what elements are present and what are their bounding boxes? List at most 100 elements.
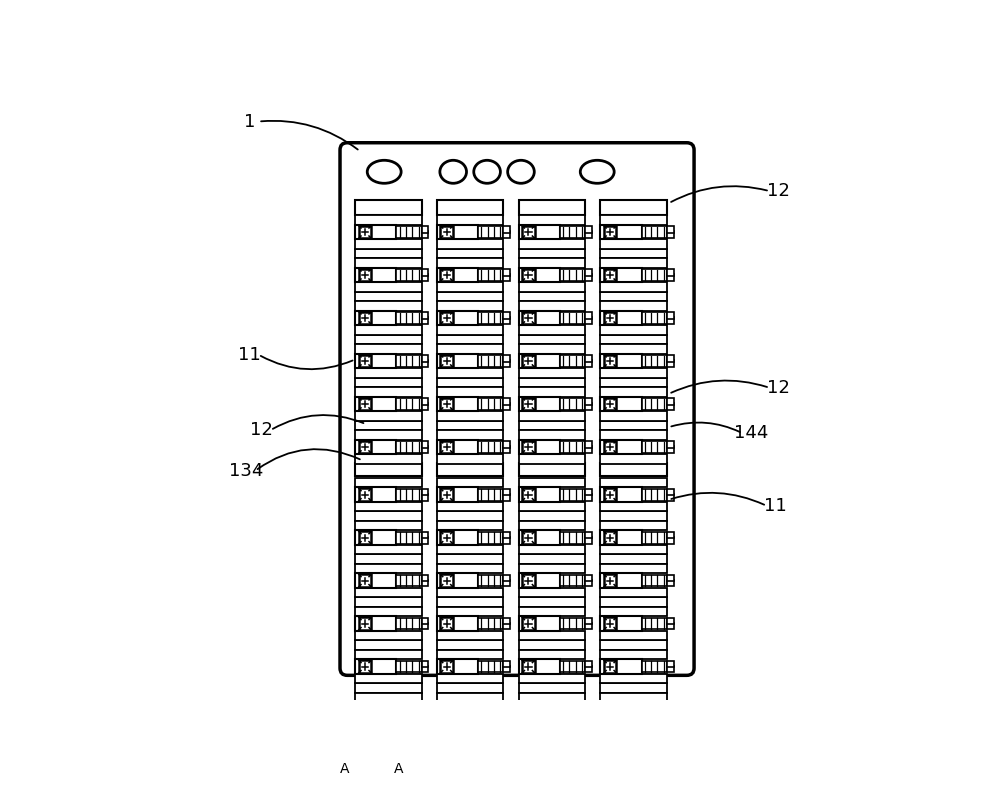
Bar bbox=[437, 268, 478, 282]
Bar bbox=[437, 521, 503, 531]
Bar bbox=[355, 717, 422, 726]
Bar bbox=[396, 441, 422, 453]
Bar bbox=[560, 618, 585, 630]
Bar bbox=[667, 661, 674, 667]
Bar bbox=[503, 494, 510, 501]
Bar bbox=[359, 703, 371, 716]
Bar bbox=[437, 683, 503, 693]
Bar bbox=[396, 489, 422, 501]
Bar bbox=[359, 488, 371, 501]
Bar bbox=[519, 344, 585, 354]
Bar bbox=[600, 478, 667, 487]
Bar bbox=[667, 580, 674, 586]
Bar bbox=[503, 355, 510, 362]
Bar bbox=[642, 441, 667, 453]
Bar bbox=[359, 531, 371, 544]
Bar bbox=[355, 310, 396, 325]
Bar bbox=[585, 618, 592, 624]
Bar bbox=[503, 747, 510, 753]
Bar bbox=[600, 292, 667, 301]
Bar bbox=[600, 760, 667, 769]
Bar bbox=[422, 231, 428, 238]
Bar bbox=[519, 454, 585, 464]
Bar bbox=[560, 532, 585, 543]
Bar bbox=[440, 226, 453, 238]
Bar bbox=[440, 703, 453, 716]
Bar bbox=[600, 502, 667, 512]
Bar bbox=[600, 464, 667, 473]
Bar bbox=[667, 751, 674, 758]
Bar bbox=[396, 618, 422, 630]
Bar bbox=[519, 512, 585, 521]
Bar bbox=[522, 617, 535, 630]
Bar bbox=[642, 532, 667, 543]
Bar bbox=[600, 335, 667, 344]
Bar bbox=[667, 403, 674, 410]
Bar bbox=[437, 531, 478, 545]
Bar bbox=[355, 616, 396, 631]
Bar bbox=[503, 226, 510, 233]
Bar bbox=[437, 554, 503, 564]
Bar bbox=[585, 575, 592, 582]
Bar bbox=[355, 325, 422, 335]
Bar bbox=[519, 248, 585, 259]
Bar bbox=[519, 239, 585, 248]
Bar bbox=[478, 575, 503, 586]
Bar bbox=[355, 487, 396, 502]
Ellipse shape bbox=[367, 160, 401, 183]
Bar bbox=[355, 282, 422, 292]
Bar bbox=[355, 769, 422, 779]
Bar bbox=[437, 736, 503, 745]
Bar bbox=[437, 325, 503, 335]
Bar bbox=[667, 360, 674, 367]
Bar bbox=[585, 709, 592, 715]
Bar bbox=[422, 703, 428, 711]
Bar bbox=[355, 259, 422, 268]
Text: A: A bbox=[394, 762, 403, 776]
Bar bbox=[478, 226, 503, 238]
Bar bbox=[600, 259, 667, 268]
Bar bbox=[437, 631, 503, 641]
Bar bbox=[667, 355, 674, 362]
Bar bbox=[355, 659, 396, 674]
Bar bbox=[519, 573, 560, 588]
Bar bbox=[642, 575, 667, 586]
Bar bbox=[519, 650, 585, 659]
Bar bbox=[355, 464, 422, 473]
Bar bbox=[600, 282, 667, 292]
Bar bbox=[359, 398, 371, 410]
Bar bbox=[600, 463, 667, 476]
Bar bbox=[355, 573, 396, 588]
Bar bbox=[642, 312, 667, 324]
Bar bbox=[604, 660, 616, 673]
Bar bbox=[519, 387, 585, 397]
Bar bbox=[519, 310, 560, 325]
Bar bbox=[503, 751, 510, 758]
Bar bbox=[359, 575, 371, 587]
Bar bbox=[440, 488, 453, 501]
Bar bbox=[355, 397, 396, 411]
Bar bbox=[519, 674, 585, 683]
Text: 11: 11 bbox=[764, 497, 787, 515]
Bar bbox=[585, 532, 592, 538]
Bar bbox=[600, 616, 642, 631]
Bar bbox=[560, 703, 585, 715]
Bar bbox=[667, 312, 674, 318]
Bar bbox=[478, 441, 503, 453]
Bar bbox=[604, 531, 616, 544]
Ellipse shape bbox=[440, 160, 467, 183]
Bar bbox=[440, 660, 453, 673]
Bar bbox=[667, 623, 674, 630]
Bar bbox=[519, 397, 560, 411]
Bar bbox=[422, 269, 428, 276]
Bar bbox=[600, 377, 667, 387]
Bar bbox=[422, 312, 428, 318]
Bar bbox=[422, 274, 428, 281]
Bar bbox=[440, 531, 453, 544]
Bar bbox=[667, 494, 674, 501]
Bar bbox=[667, 703, 674, 711]
Bar bbox=[522, 703, 535, 716]
Bar bbox=[355, 411, 422, 421]
Bar bbox=[437, 487, 478, 502]
Bar bbox=[600, 659, 642, 674]
